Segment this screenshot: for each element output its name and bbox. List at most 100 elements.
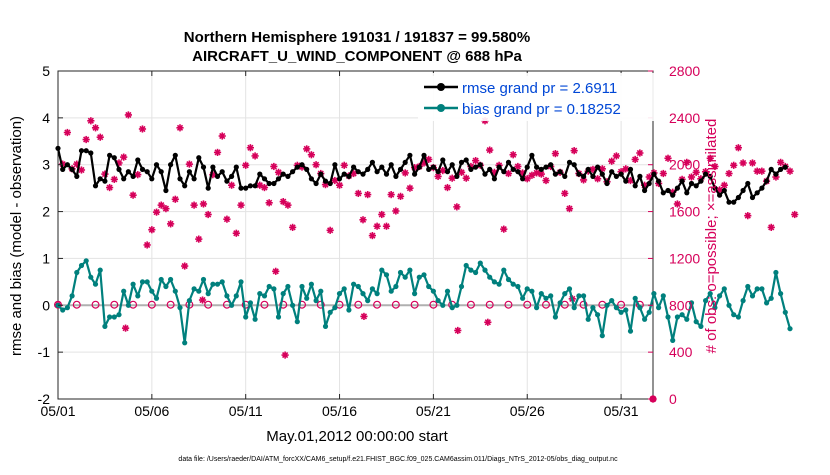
rmse-point	[116, 166, 122, 172]
bias-point	[116, 312, 122, 318]
bias-point	[365, 298, 371, 304]
rmse-point	[534, 164, 540, 170]
obs-assimilated-core	[333, 178, 337, 183]
obs-assimilated-point	[711, 162, 719, 171]
obs-assimilated-core	[610, 159, 614, 163]
obs-assimilated-core	[525, 177, 529, 181]
series	[53, 111, 799, 403]
obs-assimilated-core	[230, 183, 234, 187]
bias-point	[153, 295, 160, 301]
obs-assimilated-core	[793, 212, 797, 217]
obs-assimilated-core	[384, 224, 389, 228]
bias-point	[703, 298, 709, 304]
chart-title-line2: AIRCRAFT_U_WIND_COMPONENT @ 688 hPa	[192, 48, 522, 65]
obs-assimilated-core	[342, 163, 346, 167]
obs-assimilated-point	[246, 144, 254, 152]
bias-point	[88, 274, 94, 280]
obs-assimilated-core	[718, 188, 722, 192]
bias-point	[233, 293, 239, 299]
obs-assimilated-core	[600, 167, 604, 171]
obs-assimilated-core	[422, 161, 426, 165]
bias-point	[355, 283, 361, 290]
obs-assimilated-point	[387, 190, 395, 199]
bias-point	[768, 295, 774, 301]
obs-assimilated-core	[464, 176, 468, 180]
obs-assimilated-core	[492, 170, 496, 174]
rmse-point	[773, 171, 779, 177]
x-tick-label: 05/31	[604, 403, 639, 419]
obs-assimilated-core	[192, 203, 196, 207]
obs-assimilated-core	[539, 172, 543, 176]
bias-point	[374, 291, 380, 297]
bias-point	[735, 314, 742, 320]
bias-point	[327, 309, 333, 315]
obs-assimilated-core	[516, 164, 520, 169]
obs-assimilated-core	[736, 146, 741, 150]
rmse-point	[360, 171, 366, 177]
bias-point	[257, 291, 263, 297]
rmse-point	[149, 176, 155, 182]
obs-assimilated-point	[608, 157, 616, 165]
bias-point	[707, 291, 713, 297]
bias-point	[294, 319, 300, 325]
obs-assimilated-core	[486, 320, 490, 324]
rmse-point	[731, 199, 737, 205]
obs-assimilated-point	[190, 201, 198, 209]
obs-assimilated-point	[753, 167, 761, 175]
obs-assimilated-point	[251, 152, 259, 160]
obs-possible-point	[391, 300, 400, 309]
obs-assimilated-point	[636, 149, 644, 157]
rmse-point	[632, 183, 638, 189]
rmse-point	[407, 152, 413, 158]
rmse-point	[458, 159, 465, 165]
obs-assimilated-point	[181, 262, 189, 270]
bias-point	[341, 286, 347, 292]
rmse-point	[660, 190, 666, 196]
bias-point	[430, 288, 436, 294]
bias-point	[280, 291, 286, 297]
obs-assimilated-core	[370, 233, 374, 238]
obs-possible-point	[147, 300, 156, 309]
bias-point	[275, 314, 282, 320]
obs-assimilated-point	[706, 154, 714, 162]
obs-assimilated-core	[788, 169, 792, 173]
obs-assimilated-point	[612, 152, 620, 160]
rmse-point	[430, 164, 436, 170]
rmse-point	[388, 162, 394, 168]
obs-assimilated-point	[281, 351, 289, 359]
plot-frame	[57, 70, 654, 400]
bias-point	[595, 312, 601, 318]
obs-assimilated-point	[392, 207, 400, 215]
rmse-point	[92, 183, 99, 189]
rmse-point	[768, 166, 774, 172]
obs-assimilated-core	[244, 163, 248, 167]
obs-assimilated-core	[760, 169, 764, 173]
rmse-point	[637, 173, 643, 179]
bias-point	[651, 291, 657, 297]
bias-point	[505, 276, 512, 283]
bias-point	[712, 305, 718, 311]
rmse-point	[252, 183, 258, 189]
bias-point	[571, 305, 577, 311]
bias-point	[83, 258, 89, 264]
rmse-point	[158, 169, 164, 175]
rmse-point	[515, 169, 521, 175]
rmse-point	[191, 176, 197, 182]
obs-assimilated-core	[628, 178, 633, 183]
rmse-point	[144, 169, 150, 175]
obs-assimilated-point	[537, 170, 545, 178]
rmse-point	[355, 169, 361, 175]
bias-point	[778, 291, 784, 297]
rmse-point	[397, 166, 404, 172]
rmse-point	[684, 190, 690, 196]
rmse-point	[365, 166, 371, 172]
obs-assimilated-point	[96, 133, 104, 141]
legend-rmse-label: rmse grand pr = 2.6911	[462, 80, 617, 97]
bias-point	[172, 288, 178, 294]
obs-assimilated-core	[633, 157, 637, 162]
obs-assimilated-core	[272, 164, 276, 169]
obs-assimilated-point	[561, 189, 569, 198]
obs-assimilated-core	[456, 328, 460, 333]
bias-point	[566, 286, 573, 292]
